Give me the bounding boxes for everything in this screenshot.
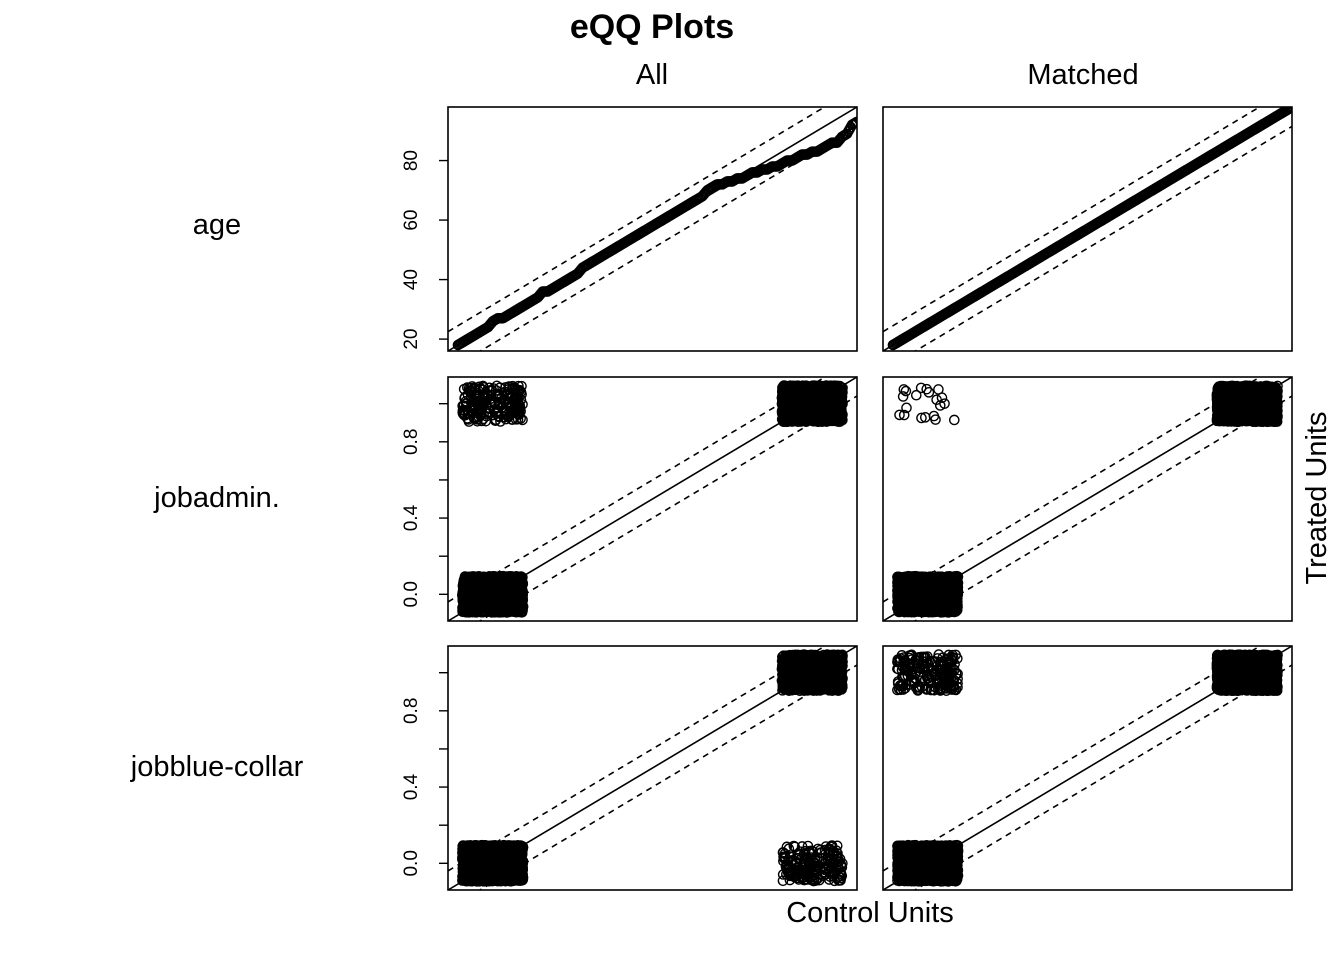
data-point bbox=[814, 390, 826, 401]
data-point bbox=[783, 409, 794, 421]
data-point bbox=[472, 414, 483, 425]
row-label-age: age bbox=[193, 209, 241, 241]
data-point bbox=[464, 386, 476, 397]
data-point bbox=[492, 405, 504, 417]
data-point bbox=[779, 393, 791, 405]
panel-age-all: 20 40 60 80 bbox=[401, 106, 858, 352]
data-point bbox=[832, 387, 844, 398]
panel-age-matched bbox=[882, 106, 1293, 352]
y-tick-label: 20 bbox=[401, 329, 422, 350]
data-point bbox=[836, 414, 847, 426]
plot-area bbox=[883, 377, 1292, 621]
data-point bbox=[459, 405, 470, 417]
y-axis-title: Treated Units bbox=[1301, 412, 1333, 585]
data-point bbox=[851, 116, 857, 128]
data-point bbox=[791, 409, 803, 421]
data-point bbox=[830, 407, 842, 418]
data-point bbox=[816, 414, 828, 425]
data-point bbox=[499, 411, 511, 423]
data-point bbox=[495, 393, 507, 404]
data-point bbox=[515, 603, 526, 614]
data-point bbox=[836, 390, 847, 402]
data-point bbox=[504, 602, 516, 614]
data-point bbox=[781, 412, 793, 424]
data-point bbox=[1282, 107, 1292, 115]
column-label-matched: Matched bbox=[1027, 59, 1138, 91]
data-point bbox=[489, 602, 501, 613]
row-label-jobadmin: jobadmin. bbox=[153, 482, 280, 514]
panel-jobadmin--matched bbox=[882, 376, 1293, 622]
y-tick-label: 0.0 bbox=[401, 581, 422, 607]
data-point bbox=[498, 573, 510, 585]
chart-title: eQQ Plots bbox=[570, 8, 734, 46]
y-tick-label: 0.4 bbox=[401, 504, 422, 531]
data-point bbox=[472, 572, 484, 583]
data-point bbox=[459, 574, 470, 585]
data-point bbox=[798, 381, 810, 393]
plot-area bbox=[448, 377, 857, 621]
y-tick-label: 0.8 bbox=[401, 429, 422, 455]
data-point bbox=[777, 412, 789, 424]
data-point bbox=[823, 396, 835, 408]
y-tick-label: 60 bbox=[401, 210, 422, 231]
data-point bbox=[797, 394, 808, 406]
data-point bbox=[797, 403, 808, 414]
data-point bbox=[821, 381, 833, 393]
data-point bbox=[508, 584, 520, 595]
data-point bbox=[509, 577, 521, 588]
data-point bbox=[466, 401, 478, 412]
data-point bbox=[494, 582, 506, 594]
data-point bbox=[491, 572, 503, 583]
data-point bbox=[458, 584, 470, 595]
lower-band-line bbox=[913, 125, 1292, 351]
data-point bbox=[513, 406, 525, 418]
data-point bbox=[816, 397, 828, 409]
data-point bbox=[788, 412, 800, 424]
data-point bbox=[459, 597, 470, 609]
data-point bbox=[457, 591, 469, 602]
data-point bbox=[818, 411, 830, 423]
data-point bbox=[517, 601, 529, 613]
data-point bbox=[498, 588, 510, 599]
row-label-jobblue-collar: jobblue-collar bbox=[130, 751, 304, 783]
data-point bbox=[461, 590, 473, 602]
data-point bbox=[460, 398, 472, 409]
data-point bbox=[507, 400, 518, 411]
data-point bbox=[500, 382, 511, 393]
data-point bbox=[480, 391, 491, 402]
data-point bbox=[834, 401, 846, 412]
lower-band-line bbox=[478, 125, 857, 351]
data-point bbox=[805, 415, 817, 426]
upper-band-line bbox=[448, 107, 827, 333]
data-point bbox=[786, 391, 798, 403]
x-axis-title: Control Units bbox=[786, 897, 954, 929]
data-point bbox=[778, 381, 789, 393]
data-point bbox=[1284, 107, 1292, 114]
panel-border bbox=[882, 106, 1293, 352]
panel-jobadmin--all: 0.0 0.4 0.8 bbox=[401, 376, 858, 622]
data-point bbox=[508, 394, 520, 406]
data-point bbox=[810, 398, 822, 410]
data-point bbox=[800, 416, 812, 427]
data-point bbox=[506, 588, 518, 600]
data-point bbox=[805, 383, 817, 394]
data-point bbox=[474, 400, 485, 411]
y-tick-label: 80 bbox=[401, 150, 422, 171]
column-label-all: All bbox=[636, 59, 668, 91]
data-point bbox=[483, 602, 495, 614]
data-point bbox=[499, 405, 510, 417]
panel-border bbox=[447, 376, 858, 622]
y-tick-label: 40 bbox=[401, 269, 422, 290]
data-point bbox=[477, 593, 488, 604]
plot-area bbox=[448, 107, 857, 351]
panel-border bbox=[447, 106, 858, 352]
plot-area bbox=[883, 107, 1292, 351]
data-point bbox=[469, 584, 481, 595]
data-point bbox=[818, 403, 830, 415]
data-point bbox=[507, 382, 519, 394]
data-point bbox=[825, 381, 837, 392]
upper-band-line bbox=[883, 107, 1262, 333]
